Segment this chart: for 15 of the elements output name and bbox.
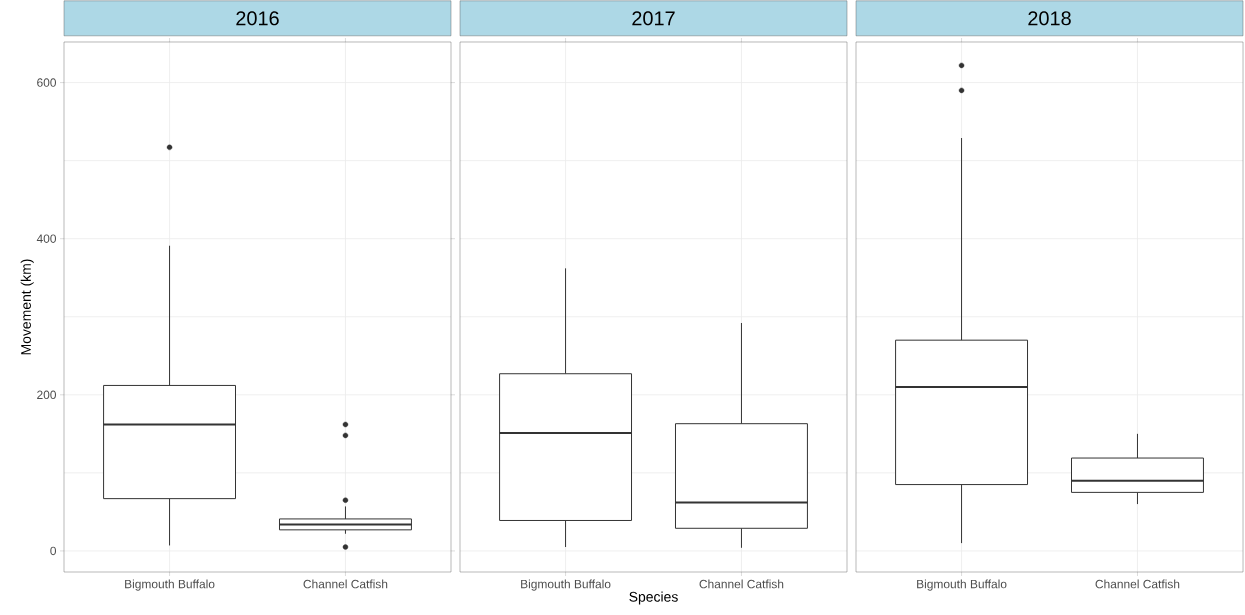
y-tick-label: 200 bbox=[37, 390, 57, 400]
y-tick-label: 400 bbox=[36, 234, 57, 243]
y-axis-title: Movement (km) bbox=[20, 259, 34, 355]
x-tick-label: Channel Catfish bbox=[1095, 579, 1180, 589]
chart-title: 2018 bbox=[1028, 11, 1071, 26]
x-tick-label: Bigmouth Buffalo bbox=[917, 579, 1007, 591]
x-tick-label: Channel Catfish bbox=[699, 579, 784, 589]
x-axis-title: Species bbox=[629, 591, 678, 605]
y-tick-label: 0 bbox=[50, 546, 57, 556]
x-tick-label: Bigmouth Buffalo bbox=[125, 579, 215, 591]
chart-title: 2016 bbox=[236, 11, 279, 26]
y-tick-label: 600 bbox=[37, 78, 57, 87]
chart-title: 2017 bbox=[632, 11, 675, 26]
x-tick-label: Bigmouth Buffalo bbox=[521, 579, 611, 591]
x-tick-label: Channel Catfish bbox=[303, 579, 388, 589]
